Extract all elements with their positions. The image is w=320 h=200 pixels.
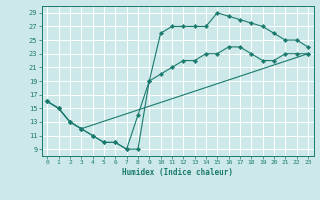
X-axis label: Humidex (Indice chaleur): Humidex (Indice chaleur) <box>122 168 233 177</box>
